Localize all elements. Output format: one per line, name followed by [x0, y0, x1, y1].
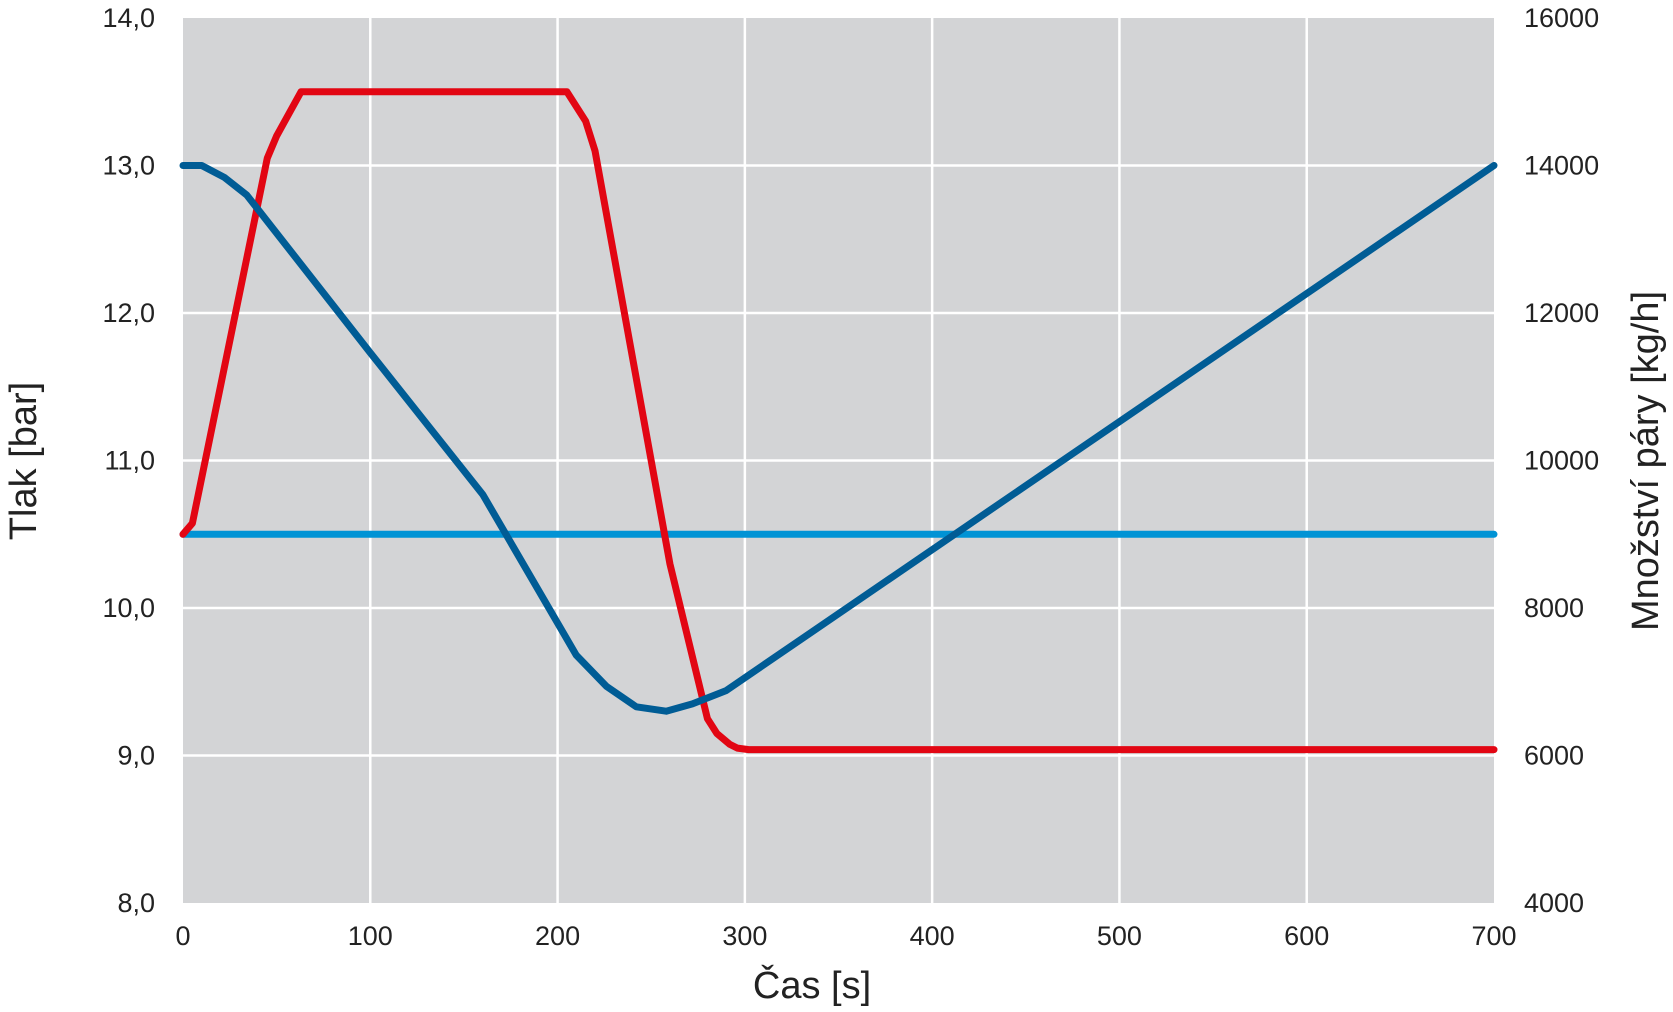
y-left-tick-label: 12,0 — [102, 298, 155, 328]
x-tick-label: 700 — [1471, 921, 1516, 951]
x-axis-title: Čas [s] — [753, 963, 871, 1007]
y-left-tick-label: 10,0 — [102, 593, 155, 623]
y-right-tick-label: 4000 — [1524, 888, 1584, 918]
y-left-tick-label: 11,0 — [104, 446, 155, 476]
x-tick-labels: 0 100 200 300 400 500 600 700 — [175, 921, 1516, 951]
x-tick-label: 500 — [1097, 921, 1142, 951]
y-right-tick-label: 8000 — [1524, 593, 1584, 623]
x-tick-label: 0 — [175, 921, 190, 951]
y-right-tick-label: 16000 — [1524, 3, 1599, 33]
x-tick-label: 600 — [1284, 921, 1329, 951]
y-left-tick-label: 13,0 — [102, 151, 155, 181]
y-left-axis-title: Tlak [bar] — [3, 382, 45, 540]
y-left-tick-labels: 8,0 9,0 10,0 11,0 12,0 13,0 14,0 — [102, 3, 155, 918]
y-left-tick-label: 8,0 — [117, 888, 155, 918]
series-group — [179, 88, 1498, 754]
x-tick-label: 200 — [535, 921, 580, 951]
y-right-tick-label: 12000 — [1524, 298, 1599, 328]
y-right-tick-label: 6000 — [1524, 741, 1584, 771]
x-tick-label: 100 — [348, 921, 393, 951]
x-tick-label: 300 — [722, 921, 767, 951]
x-tick-label: 400 — [910, 921, 955, 951]
y-left-tick-label: 14,0 — [102, 3, 155, 33]
y-right-tick-label: 14000 — [1524, 151, 1599, 181]
y-right-tick-labels: 4000 6000 8000 10000 12000 14000 16000 — [1524, 3, 1599, 918]
y-right-tick-label: 10000 — [1524, 446, 1599, 476]
y-right-axis-title: Množství páry [kg/h] — [1625, 291, 1667, 631]
series-line-2 — [179, 88, 1498, 754]
y-left-tick-label: 9,0 — [117, 741, 155, 771]
series-line-1 — [179, 162, 1498, 715]
